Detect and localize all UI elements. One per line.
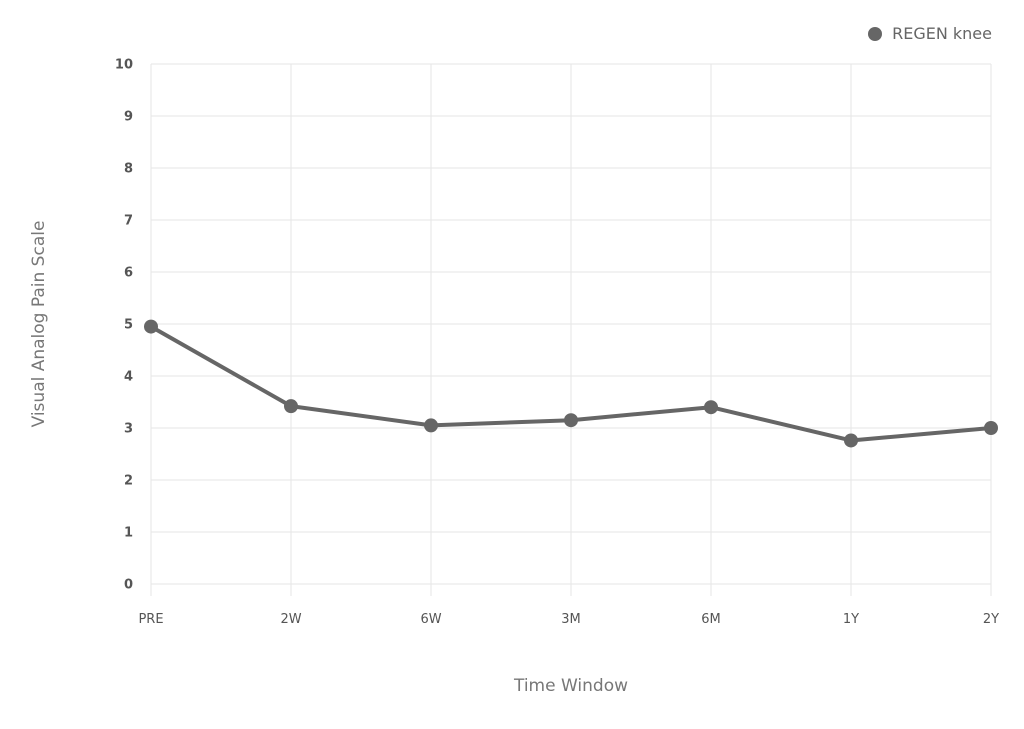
y-tick-label: 10	[115, 58, 133, 73]
grid	[150, 63, 992, 596]
y-tick-label: 0	[124, 578, 133, 593]
data-point[interactable]	[704, 400, 718, 415]
y-tick-label: 2	[124, 474, 133, 489]
x-tick-label: 6W	[420, 612, 441, 627]
x-tick-label: 1Y	[843, 612, 859, 627]
data-point[interactable]	[564, 413, 578, 428]
y-tick-label: 1	[124, 526, 133, 541]
data-point[interactable]	[424, 418, 438, 433]
y-tick-label: 6	[124, 266, 133, 281]
data-point[interactable]	[144, 319, 158, 334]
x-tick-label: 6M	[701, 612, 721, 627]
y-tick-label: 3	[124, 422, 133, 437]
x-axis-ticks: PRE 2W 6W 3M 6M 1Y 2Y	[138, 612, 999, 627]
y-tick-label: 8	[124, 162, 133, 177]
y-axis-ticks: 0 1 2 3 4 5 6 7 8 9 10	[115, 58, 133, 593]
data-point[interactable]	[984, 421, 998, 435]
x-tick-label: 2W	[280, 612, 301, 627]
y-tick-label: 9	[124, 110, 133, 125]
y-tick-label: 4	[124, 370, 133, 385]
legend-label: REGEN knee	[892, 24, 992, 43]
x-axis-title: Time Window	[513, 676, 628, 696]
legend-marker-icon	[868, 26, 883, 41]
data-point[interactable]	[284, 399, 298, 414]
series-layer	[144, 319, 998, 448]
data-point[interactable]	[844, 433, 858, 448]
y-tick-label: 5	[124, 318, 133, 333]
chart-legend[interactable]: REGEN knee	[868, 24, 992, 43]
x-tick-label: 3M	[561, 612, 581, 627]
x-tick-label: PRE	[138, 612, 163, 627]
y-axis-title: Visual Analog Pain Scale	[29, 221, 49, 428]
y-tick-label: 7	[124, 214, 133, 229]
x-tick-label: 2Y	[983, 612, 999, 627]
